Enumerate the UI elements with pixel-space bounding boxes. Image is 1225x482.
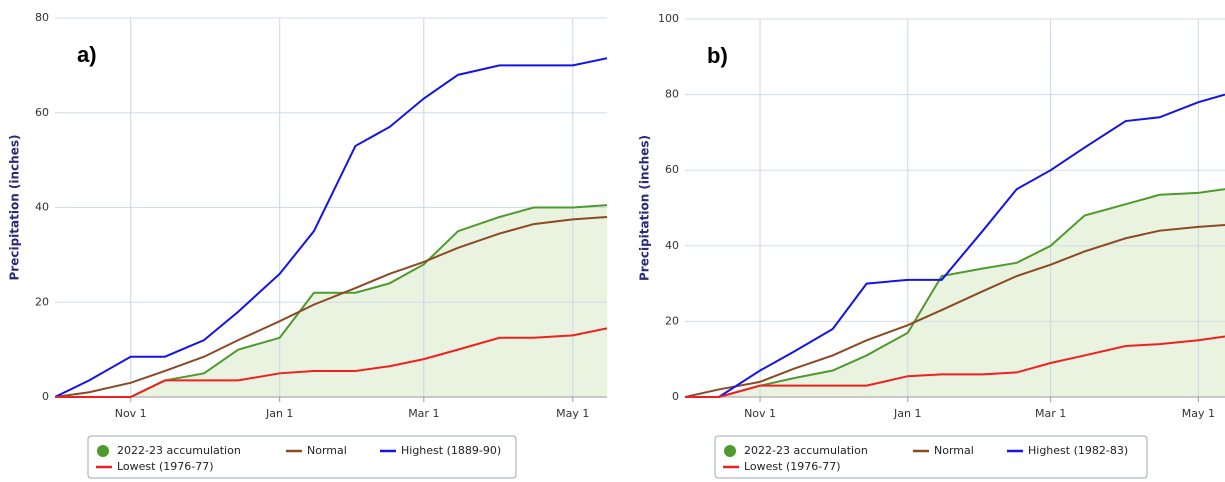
y-tick-label: 40 (665, 239, 679, 252)
y-tick-label: 20 (665, 314, 679, 327)
y-tick-label: 20 (35, 295, 49, 308)
legend-label: Lowest (1976-77) (744, 460, 841, 473)
x-tick-label: Jan 1 (893, 407, 921, 420)
y-tick-label: 0 (672, 390, 679, 403)
y-tick-label: 60 (665, 163, 679, 176)
x-tick-label: Nov 1 (115, 407, 147, 420)
y-tick-label: 40 (35, 201, 49, 214)
x-tick-label: Mar 1 (408, 407, 439, 420)
area (55, 205, 607, 397)
y-tick-label: 60 (35, 106, 49, 119)
legend-marker (97, 445, 109, 457)
legend-label: 2022-23 accumulation (117, 444, 241, 457)
series-line (685, 224, 1225, 398)
series-line (55, 327, 607, 398)
series-line (55, 57, 607, 398)
series-line (685, 188, 1225, 398)
y-tick-label: 80 (35, 11, 49, 24)
y-tick-label: 100 (658, 12, 679, 25)
legend-label: Normal (934, 444, 974, 457)
panel-label: a) (77, 42, 97, 67)
series-line (685, 93, 1225, 398)
y-tick-label: 0 (42, 390, 49, 403)
area (685, 189, 1225, 397)
series-line (55, 215, 607, 398)
legend-label: Highest (1889-90) (401, 444, 501, 457)
x-tick-label: Nov 1 (744, 407, 776, 420)
y-axis-title: Precipitation (inches) (638, 135, 652, 281)
x-tick-label: May 1 (1182, 407, 1215, 420)
x-tick-label: Mar 1 (1035, 407, 1066, 420)
series-line (685, 335, 1225, 398)
legend-box (714, 435, 1148, 479)
x-tick-label: Jan 1 (265, 407, 293, 420)
legend-marker (724, 445, 736, 457)
panel-label: b) (707, 43, 728, 68)
y-tick-label: 80 (665, 88, 679, 101)
legend-box (87, 435, 517, 479)
x-tick-label: May 1 (556, 407, 589, 420)
legend-label: Normal (307, 444, 347, 457)
legend-label: Highest (1982-83) (1028, 444, 1128, 457)
legend-label: Lowest (1976-77) (117, 460, 214, 473)
legend-label: 2022-23 accumulation (744, 444, 868, 457)
y-axis-title: Precipitation (inches) (8, 135, 22, 281)
